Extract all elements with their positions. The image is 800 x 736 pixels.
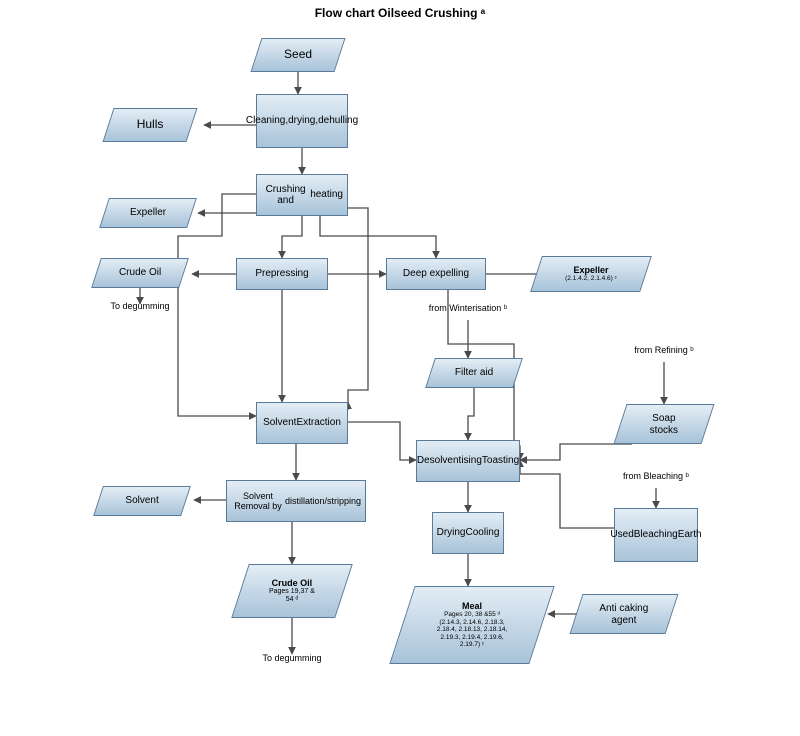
node-crudeoil2: Crude OilPages 19,37 &54 ᵈ <box>231 564 353 618</box>
text-fromrefine: from Refining ᵇ <box>584 345 744 355</box>
node-crudeoil1: Crude Oil <box>91 258 189 288</box>
node-clean: Cleaning,drying,dehulling <box>256 94 348 148</box>
node-hulls: Hulls <box>102 108 197 142</box>
node-expel1: Expeller <box>99 198 197 228</box>
node-drying: DryingCooling <box>432 512 504 554</box>
node-meal: MealPages 20, 38 &55 ᵈ(2.14.3, 2.14.6, 2… <box>389 586 554 664</box>
edge-solventext-desolv <box>348 422 416 460</box>
node-seed: Seed <box>250 38 345 72</box>
node-solventext: SolventExtraction <box>256 402 348 444</box>
node-desolv: DesolventisingToasting <box>416 440 520 482</box>
node-expel2: Expeller(2.1.4.2, 2.1.4.6) ᶜ <box>530 256 652 292</box>
edge-crush-deep <box>320 216 436 258</box>
edge-soap-desolv <box>520 444 632 460</box>
flowchart-canvas: Flow chart Oilseed Crushing ᵃ Seed Hulls C… <box>0 0 800 736</box>
edge-crush-solventext <box>348 208 368 410</box>
node-anticake: Anti cakingagent <box>570 594 679 634</box>
node-prepress: Prepressing <box>236 258 328 290</box>
node-filteraid: Filter aid <box>425 358 523 388</box>
node-soap: Soapstocks <box>614 404 715 444</box>
node-crush: Crushing andheating <box>256 174 348 216</box>
node-solvent: Solvent <box>93 486 191 516</box>
edge-filteraid-desolv <box>468 388 474 440</box>
text-frombleach: from Bleaching ᵇ <box>576 471 736 481</box>
node-solvremove: Solvent Removal bydistillation/stripping <box>226 480 366 522</box>
text-todegum2: To degumming <box>212 653 372 663</box>
edge-crush-prepress <box>282 216 302 258</box>
text-fromwinter: from Winterisation ᵇ <box>388 303 548 313</box>
node-deep: Deep expelling <box>386 258 486 290</box>
node-usedearth: UsedBleachingEarth <box>614 508 698 562</box>
diagram-title: Flow chart Oilseed Crushing ᵃ <box>250 6 550 20</box>
text-todegum1: To degumming <box>60 301 220 311</box>
